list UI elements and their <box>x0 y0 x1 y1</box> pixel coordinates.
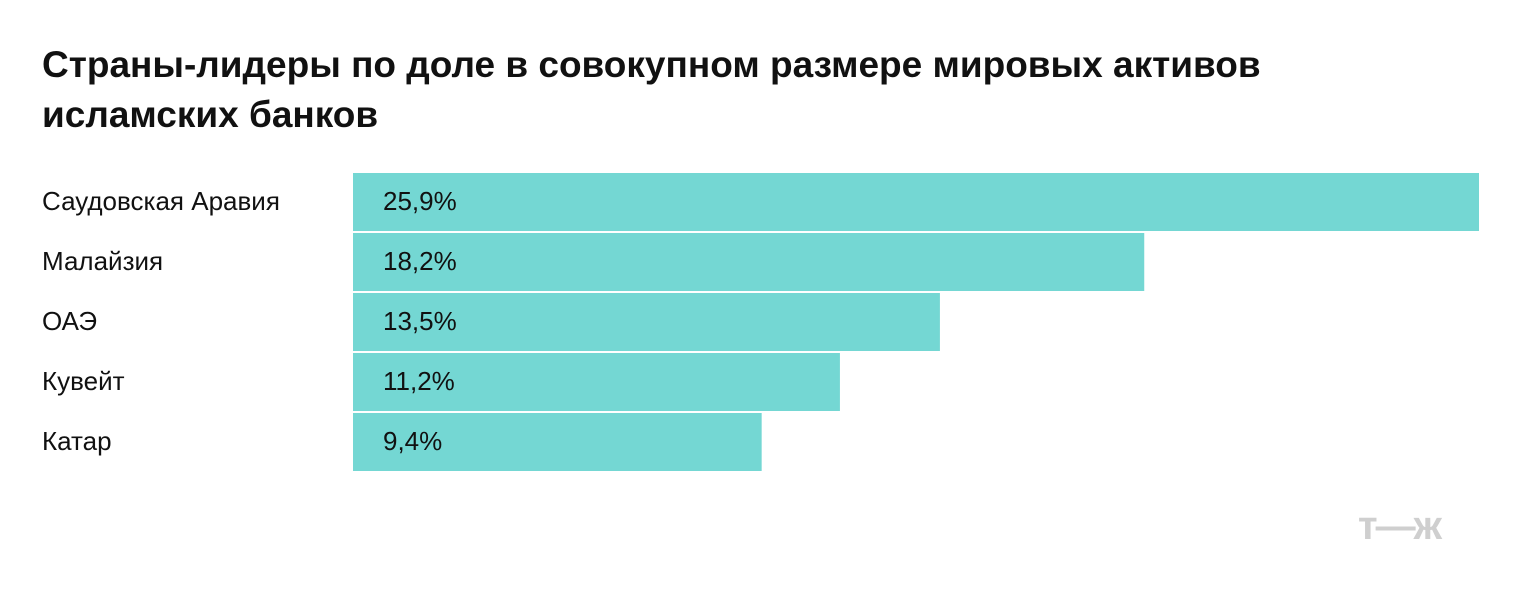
bar <box>353 353 840 411</box>
category-label: Малайзия <box>42 246 163 276</box>
value-label: 25,9% <box>383 186 457 216</box>
category-label: Катар <box>42 426 112 456</box>
bar <box>353 413 762 471</box>
category-label: Саудовская Аравия <box>42 186 280 216</box>
logo: т—ж <box>1358 504 1442 548</box>
bar <box>353 233 1145 291</box>
category-label: ОАЭ <box>42 306 97 336</box>
bar <box>353 293 940 351</box>
bar <box>353 173 1479 231</box>
chart-title: Страны-лидеры по доле в совокупном разме… <box>42 44 1261 135</box>
value-label: 13,5% <box>383 306 457 336</box>
value-label: 9,4% <box>383 426 442 456</box>
value-label: 18,2% <box>383 246 457 276</box>
category-label: Кувейт <box>42 366 125 396</box>
value-label: 11,2% <box>383 366 455 396</box>
